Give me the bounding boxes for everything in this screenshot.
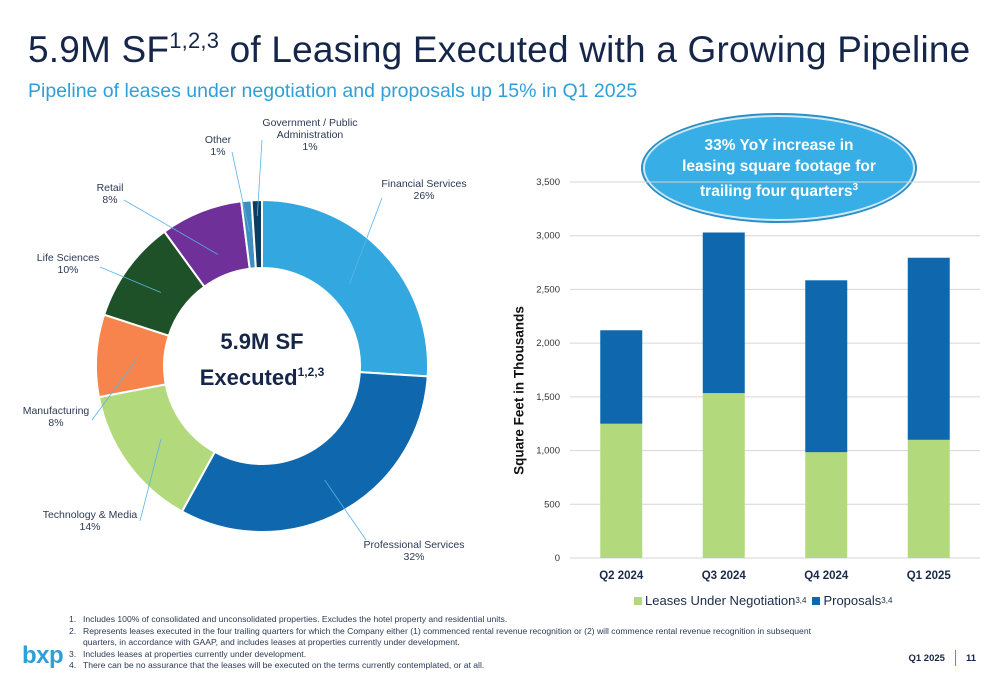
x-category-label: Q2 2024 [599,570,644,582]
leader-line [256,139,263,217]
yoy-callout-bubble: 33% YoY increase in leasing square foota… [643,115,915,221]
slice-label-retail: Retail 8% [97,182,124,206]
page-title: 5.9M SF1,2,3 of Leasing Executed with a … [28,28,971,70]
x-category-label: Q4 2024 [804,570,849,582]
bar-proposals-q1-2025 [907,257,950,440]
bar-proposals-q2-2024 [600,330,643,424]
y-tick-label: 2,500 [536,284,560,295]
slice-label-manufacturing: Manufacturing 8% [23,405,90,429]
slice-label-financial-services: Financial Services 26% [381,178,466,202]
x-category-label: Q3 2024 [702,570,747,582]
y-tick-label: 500 [544,499,560,510]
leader-line [231,151,250,232]
leader-line [349,197,383,284]
footer-divider [954,650,956,666]
leader-line [324,479,367,541]
bar-negotiation-q2-2024 [600,423,643,558]
donut-slice-financial-services [261,198,429,378]
slice-label-life-sciences: Life Sciences 10% [37,252,99,276]
y-tick-label: 2,000 [536,338,560,349]
bar-proposals-q3-2024 [702,232,745,394]
slice-label-government-public-administration: Government / Public Administration 1% [262,117,357,153]
industry-donut-chart: Financial Services 26% Professional Servic… [23,117,467,563]
bxp-logo: bxp [22,642,64,669]
page-meta: Q1 2025 11 [908,650,976,666]
leader-line [91,357,138,421]
donut-slice-government-public-administration [250,198,263,270]
page-subtitle: Pipeline of leases under negotiation and… [28,80,638,102]
pipeline-bar-chart: 0 500 1,000 1,500 2,000 2,500 3,000 3,500 Q2 202… [536,177,980,582]
leader-line [99,266,162,293]
footnote: 1. Includes 100% of consolidated and unco… [69,614,508,624]
bar-y-axis-label: Square Feet in Thousands [511,306,527,475]
leader-line [123,199,219,255]
footnote: 3. Includes leases at properties currentl… [69,648,307,659]
donut-slice-professional-services [180,371,429,533]
x-category-label: Q1 2025 [907,570,952,582]
bar-proposals-q4-2024 [805,280,848,453]
y-tick-label: 1,000 [536,446,560,457]
legend-swatch-proposals [812,596,821,605]
legend-item-proposals: Proposals 3,4 [812,593,892,608]
footnote: 4. There can be no assurance that the lea… [69,660,485,670]
legend-swatch-negotiation [634,596,642,605]
y-tick-label: 3,000 [536,231,560,242]
report-period: Q1 2025 [908,652,945,664]
bar-negotiation-q1-2025 [907,439,950,558]
bar-negotiation-q3-2024 [702,393,745,558]
y-tick-label: 3,500 [536,177,560,188]
legend-item-negotiation: Leases Under Negotiation 3,4 [634,593,806,608]
bar-negotiation-q4-2024 [805,452,848,558]
footnote: 2. Represents leases executed in the four… [69,625,811,648]
bar-legend: Leases Under Negotiation 3,4 Proposals 3,4 [634,593,898,608]
donut-center-text: 5.9M SF Executed1,2,3 [199,329,325,390]
slice-label-other: Other 1% [205,134,232,158]
leader-line [139,439,162,522]
slice-label-technology-media: Technology & Media 14% [43,509,138,533]
y-tick-label: 0 [555,553,560,564]
footnotes: 1. Includes 100% of consolidated and unco… [69,614,829,672]
page-number: 11 [965,652,976,664]
y-tick-label: 1,500 [536,392,560,403]
slice-label-professional-services: Professional Services 32% [364,539,465,563]
